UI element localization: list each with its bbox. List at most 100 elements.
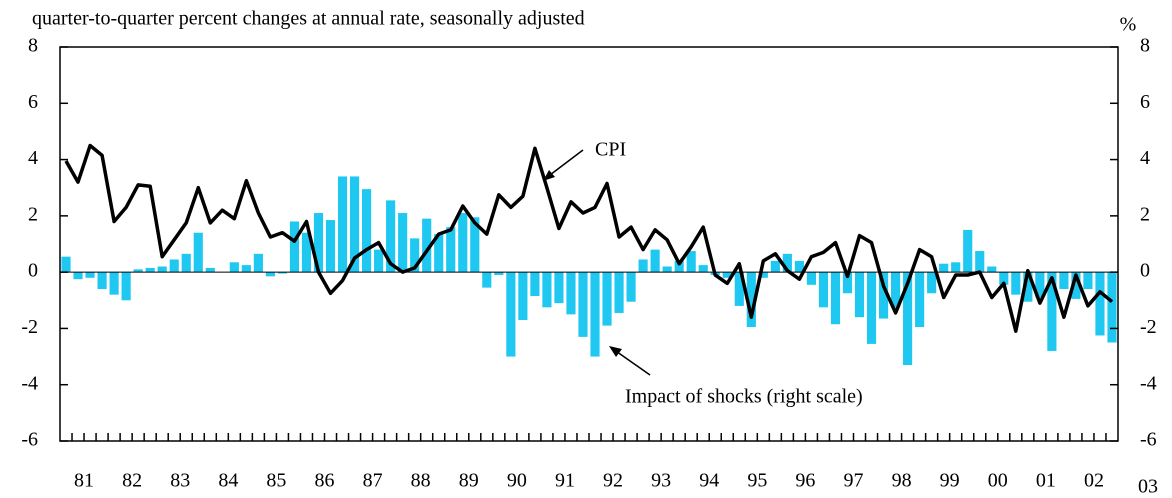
x-tick-label: 98 xyxy=(892,470,912,492)
x-tick-label: 95 xyxy=(747,470,767,492)
bar xyxy=(698,265,708,273)
bar xyxy=(97,272,107,290)
bar xyxy=(121,272,131,301)
bar xyxy=(169,259,179,273)
bar xyxy=(518,272,528,320)
bar xyxy=(1035,272,1045,298)
bar xyxy=(782,253,792,273)
y2-tick-label: -6 xyxy=(1140,429,1157,451)
x-tick-label: 85 xyxy=(266,470,286,492)
y2-tick-label: -4 xyxy=(1140,372,1157,394)
arrow-head xyxy=(609,346,622,357)
bar xyxy=(662,266,672,273)
bar xyxy=(337,176,348,273)
bar xyxy=(482,272,492,288)
chart-subtitle: quarter-to-quarter percent changes at an… xyxy=(32,8,585,30)
bar xyxy=(494,272,504,275)
bar xyxy=(1107,272,1117,343)
bar xyxy=(265,272,275,277)
x-tick-label: 92 xyxy=(603,470,623,492)
bar xyxy=(446,227,456,273)
bar xyxy=(410,238,420,273)
x-tick-label: 89 xyxy=(459,470,479,492)
bar xyxy=(626,272,636,302)
y-tick-label: 6 xyxy=(28,91,38,113)
y-tick-label: -2 xyxy=(21,316,38,338)
bar xyxy=(806,272,816,285)
plot-frame xyxy=(59,46,1119,442)
x-tick-label: 93 xyxy=(651,470,671,492)
bar xyxy=(903,272,913,366)
bar xyxy=(229,262,239,273)
y2-unit: % xyxy=(1120,14,1137,36)
annotation-arrow xyxy=(545,149,584,179)
bar xyxy=(746,272,756,328)
series-annotation: CPI xyxy=(595,139,626,161)
bar xyxy=(866,272,877,344)
bar xyxy=(842,272,853,294)
bar xyxy=(794,260,804,273)
bar xyxy=(1071,272,1081,299)
bar xyxy=(758,272,768,278)
bar xyxy=(734,272,744,306)
bar xyxy=(277,272,287,274)
arrow-head xyxy=(543,170,555,181)
x-tick-label: 81 xyxy=(74,470,94,492)
bar xyxy=(145,267,155,273)
bar xyxy=(614,272,624,313)
bar xyxy=(205,267,215,273)
y-tick-label: 4 xyxy=(28,147,38,169)
y-tick-label: 0 xyxy=(28,260,38,282)
bar xyxy=(1059,272,1069,290)
y2-tick-label: 4 xyxy=(1140,147,1150,169)
bar xyxy=(674,260,684,273)
bar xyxy=(253,253,263,273)
x-tick-label: 02 xyxy=(1084,470,1104,492)
bar xyxy=(133,269,143,273)
bar xyxy=(325,220,336,273)
bar xyxy=(891,272,901,308)
x-tick-label: 99 xyxy=(940,470,960,492)
bar xyxy=(602,272,612,326)
bar xyxy=(770,260,780,273)
x-tick-label: 84 xyxy=(218,470,238,492)
bar xyxy=(650,249,660,273)
bar xyxy=(999,272,1009,285)
bar xyxy=(181,253,191,273)
bar xyxy=(542,272,552,308)
x-tick-label: 91 xyxy=(555,470,575,492)
bar xyxy=(830,272,841,325)
bar xyxy=(434,234,444,273)
bar xyxy=(638,259,648,273)
bar xyxy=(566,272,576,315)
bar xyxy=(1083,272,1093,290)
bar xyxy=(1095,272,1105,336)
bar xyxy=(386,200,396,273)
bar xyxy=(313,213,324,273)
x-tick-label: 83 xyxy=(170,470,190,492)
bar xyxy=(1023,272,1033,302)
bar xyxy=(927,272,937,294)
bar xyxy=(422,218,432,273)
bar xyxy=(722,272,732,278)
x-tick-label: 97 xyxy=(844,470,864,492)
bar xyxy=(157,266,167,273)
x-tick-label: 82 xyxy=(122,470,142,492)
bar xyxy=(915,272,925,328)
bar xyxy=(590,272,600,357)
bar xyxy=(193,232,203,273)
bar xyxy=(374,249,384,273)
bar xyxy=(289,221,300,273)
bar xyxy=(578,272,588,337)
bar xyxy=(530,272,540,297)
bar xyxy=(818,272,829,308)
bar xyxy=(554,272,564,304)
x-tick-label: 96 xyxy=(795,470,815,492)
bar xyxy=(349,176,360,273)
y2-tick-label: 8 xyxy=(1140,35,1150,57)
bar xyxy=(458,213,468,273)
line-series xyxy=(64,143,1114,333)
bar xyxy=(951,262,961,273)
y2-tick-label: 2 xyxy=(1140,203,1150,225)
